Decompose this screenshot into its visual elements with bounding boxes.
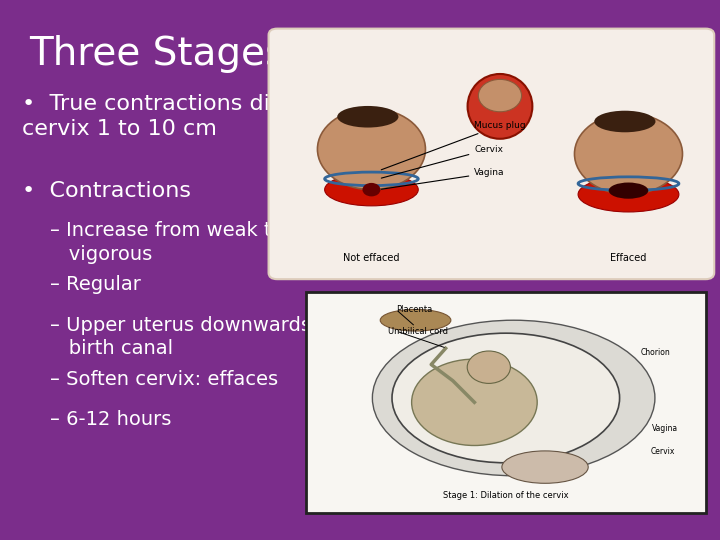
Text: Cervix: Cervix — [650, 448, 675, 456]
Text: Placenta: Placenta — [396, 305, 432, 314]
Text: Stage 1: Dilation of the cervix: Stage 1: Dilation of the cervix — [443, 491, 569, 500]
Text: Mucus plug: Mucus plug — [382, 121, 526, 170]
Circle shape — [575, 113, 683, 194]
FancyBboxPatch shape — [306, 292, 706, 513]
Ellipse shape — [467, 74, 532, 139]
Text: •  True contractions dilates
cervix 1 to 10 cm: • True contractions dilates cervix 1 to … — [22, 94, 323, 139]
Text: Vagina: Vagina — [382, 168, 505, 189]
Text: – Increase from weak to
   vigorous: – Increase from weak to vigorous — [50, 221, 284, 264]
Text: Chorion: Chorion — [641, 348, 670, 357]
Text: – Soften cervix: effaces: – Soften cervix: effaces — [50, 370, 279, 389]
Circle shape — [318, 109, 426, 190]
Text: Three Stages of Labor:: Three Stages of Labor: — [29, 35, 482, 73]
Ellipse shape — [412, 359, 537, 446]
Text: – 6-12 hours: – 6-12 hours — [50, 410, 172, 429]
Ellipse shape — [392, 333, 620, 463]
FancyBboxPatch shape — [269, 29, 714, 279]
Ellipse shape — [325, 173, 418, 206]
Ellipse shape — [594, 111, 655, 132]
Ellipse shape — [608, 183, 648, 199]
Ellipse shape — [337, 106, 398, 127]
Circle shape — [478, 79, 521, 112]
Ellipse shape — [372, 320, 655, 476]
Text: – Regular: – Regular — [50, 275, 141, 294]
Ellipse shape — [362, 183, 380, 197]
Ellipse shape — [502, 451, 588, 483]
Ellipse shape — [580, 139, 598, 158]
Text: •  Contractions: • Contractions — [22, 181, 191, 201]
Text: Vagina: Vagina — [652, 424, 678, 433]
Text: Not effaced: Not effaced — [343, 253, 400, 264]
Ellipse shape — [578, 177, 679, 212]
Text: – Upper uterus downwards to
   birth canal: – Upper uterus downwards to birth canal — [50, 316, 337, 359]
Ellipse shape — [402, 134, 420, 153]
Text: Umbilical cord: Umbilical cord — [388, 327, 448, 335]
Circle shape — [467, 351, 510, 383]
Text: Effaced: Effaced — [611, 253, 647, 264]
Text: Cervix: Cervix — [382, 145, 503, 178]
Ellipse shape — [380, 309, 451, 331]
Text: DIALATION: DIALATION — [414, 35, 649, 73]
